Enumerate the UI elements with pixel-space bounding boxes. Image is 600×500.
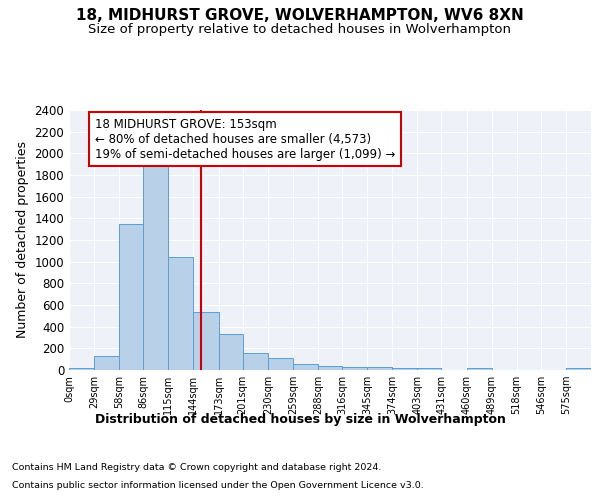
Bar bbox=[94, 356, 119, 370]
Text: Distribution of detached houses by size in Wolverhampton: Distribution of detached houses by size … bbox=[95, 412, 505, 426]
Bar bbox=[119, 224, 143, 370]
Bar bbox=[243, 352, 268, 370]
Bar bbox=[318, 366, 342, 370]
Bar bbox=[367, 368, 392, 370]
Bar bbox=[342, 367, 367, 370]
Bar bbox=[417, 368, 442, 370]
Bar bbox=[467, 368, 491, 370]
Text: 18, MIDHURST GROVE, WOLVERHAMPTON, WV6 8XN: 18, MIDHURST GROVE, WOLVERHAMPTON, WV6 8… bbox=[76, 8, 524, 22]
Bar bbox=[293, 364, 318, 370]
Bar bbox=[218, 334, 243, 370]
Bar bbox=[566, 368, 591, 370]
Bar bbox=[193, 312, 218, 370]
Bar bbox=[143, 164, 169, 370]
Bar bbox=[392, 368, 417, 370]
Bar bbox=[268, 358, 293, 370]
Text: Contains public sector information licensed under the Open Government Licence v3: Contains public sector information licen… bbox=[12, 481, 424, 490]
Text: Contains HM Land Registry data © Crown copyright and database right 2024.: Contains HM Land Registry data © Crown c… bbox=[12, 464, 382, 472]
Text: Size of property relative to detached houses in Wolverhampton: Size of property relative to detached ho… bbox=[89, 22, 511, 36]
Text: 18 MIDHURST GROVE: 153sqm
← 80% of detached houses are smaller (4,573)
19% of se: 18 MIDHURST GROVE: 153sqm ← 80% of detac… bbox=[95, 118, 395, 160]
Y-axis label: Number of detached properties: Number of detached properties bbox=[16, 142, 29, 338]
Bar bbox=[69, 368, 94, 370]
Bar bbox=[169, 258, 193, 370]
